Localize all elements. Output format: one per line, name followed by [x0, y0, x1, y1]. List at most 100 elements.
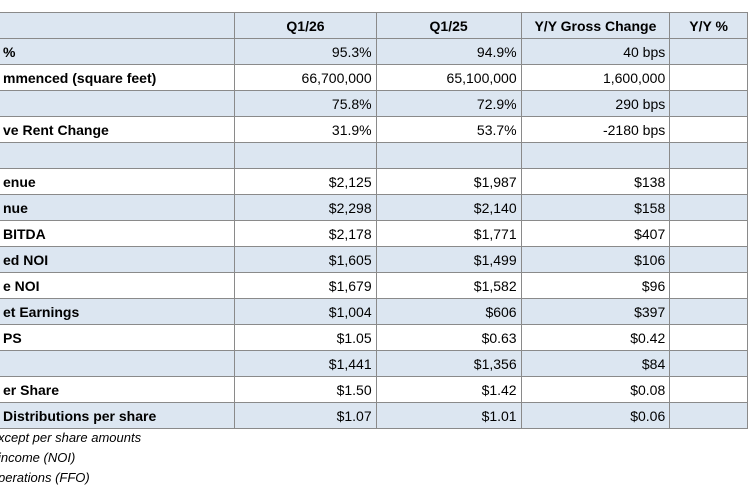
table-row: et Earnings $1,004 $606 $397: [0, 298, 748, 325]
row-label: e NOI: [0, 272, 236, 299]
cell: $1,004: [234, 298, 377, 325]
table-row: BITDA $2,178 $1,771 $407: [0, 220, 748, 247]
cell: 66,700,000: [234, 64, 377, 91]
corner-cell: [0, 12, 236, 39]
row-label: [0, 350, 236, 377]
table-row: er Share $1.50 $1.42 $0.08: [0, 376, 748, 403]
cell: [669, 64, 748, 91]
cell: [669, 402, 748, 429]
row-label: enue: [0, 168, 236, 195]
cell: 75.8%: [234, 90, 377, 117]
cell: $606: [375, 298, 522, 325]
row-label: et Earnings: [0, 298, 236, 325]
cell: [669, 376, 748, 403]
cell: $1,679: [234, 272, 377, 299]
data-table: Q1/26 Q1/25 Y/Y Gross Change Y/Y % % 95.3% 94…: [0, 12, 748, 429]
footnote: xcept per share amounts: [0, 430, 142, 445]
cell: 94.9%: [375, 38, 522, 65]
cell: $0.08: [520, 376, 671, 403]
cell: [669, 116, 748, 143]
cell: $158: [520, 194, 671, 221]
cell: [669, 246, 748, 273]
column-header: Y/Y %: [669, 12, 748, 39]
cell: $2,140: [375, 194, 522, 221]
cell: $106: [520, 246, 671, 273]
cell: $1,605: [234, 246, 377, 273]
footnote: income (NOI): [0, 450, 76, 465]
cell: $1.05: [234, 324, 377, 351]
table-row: % 95.3% 94.9% 40 bps: [0, 38, 748, 65]
cell: 53.7%: [375, 116, 522, 143]
column-header: Q1/26: [234, 12, 377, 39]
table-row: Distributions per share $1.07 $1.01 $0.06: [0, 402, 748, 429]
cell: [669, 272, 748, 299]
column-header: Y/Y Gross Change: [520, 12, 671, 39]
table-row: nue $2,298 $2,140 $158: [0, 194, 748, 221]
cell: [669, 90, 748, 117]
row-label: [0, 90, 236, 117]
row-label: nue: [0, 194, 236, 221]
table-row: e NOI $1,679 $1,582 $96: [0, 272, 748, 299]
cell: $0.06: [520, 402, 671, 429]
cell: $2,178: [234, 220, 377, 247]
table-row: $1,441 $1,356 $84: [0, 350, 748, 377]
cell: $407: [520, 220, 671, 247]
cell: 72.9%: [375, 90, 522, 117]
table-row: ve Rent Change 31.9% 53.7% -2180 bps: [0, 116, 748, 143]
row-label: er Share: [0, 376, 236, 403]
cell: [520, 142, 671, 169]
cell: [669, 220, 748, 247]
row-label: [0, 142, 236, 169]
cell: [669, 350, 748, 377]
cell: [669, 194, 748, 221]
cell: [669, 142, 748, 169]
row-label: ve Rent Change: [0, 116, 236, 143]
cell: [375, 142, 522, 169]
row-label: ed NOI: [0, 246, 236, 273]
footnote: perations (FFO): [0, 470, 90, 485]
cell: [669, 298, 748, 325]
cell: $2,125: [234, 168, 377, 195]
table-row: PS $1.05 $0.63 $0.42: [0, 324, 748, 351]
cell: -2180 bps: [520, 116, 671, 143]
column-header: Q1/25: [375, 12, 522, 39]
cell: $138: [520, 168, 671, 195]
cell: $1.50: [234, 376, 377, 403]
cell: $397: [520, 298, 671, 325]
table-row: enue $2,125 $1,987 $138: [0, 168, 748, 195]
cell: [669, 324, 748, 351]
cell: 65,100,000: [375, 64, 522, 91]
cell: 40 bps: [520, 38, 671, 65]
cell: $1,356: [375, 350, 522, 377]
row-label: PS: [0, 324, 236, 351]
cell: $96: [520, 272, 671, 299]
cell: $1,499: [375, 246, 522, 273]
cell: [669, 38, 748, 65]
table-row: mmenced (square feet) 66,700,000 65,100,00…: [0, 64, 748, 91]
cell: $1,771: [375, 220, 522, 247]
table-row: [0, 142, 748, 169]
table-row: ed NOI $1,605 $1,499 $106: [0, 246, 748, 273]
cell: 95.3%: [234, 38, 377, 65]
cell: $1.07: [234, 402, 377, 429]
cell: $1,987: [375, 168, 522, 195]
cell: $1.01: [375, 402, 522, 429]
cell: 290 bps: [520, 90, 671, 117]
cell: [234, 142, 377, 169]
cell: $1,441: [234, 350, 377, 377]
row-label: Distributions per share: [0, 402, 236, 429]
cell: $1,582: [375, 272, 522, 299]
header-row: Q1/26 Q1/25 Y/Y Gross Change Y/Y %: [0, 12, 748, 39]
row-label: BITDA: [0, 220, 236, 247]
row-label: mmenced (square feet): [0, 64, 236, 91]
footnotes: xcept per share amounts income (NOI) perat…: [0, 428, 141, 488]
cell: 1,600,000: [520, 64, 671, 91]
cell: $0.63: [375, 324, 522, 351]
cell: $0.42: [520, 324, 671, 351]
cell: 31.9%: [234, 116, 377, 143]
cell: $2,298: [234, 194, 377, 221]
cell: $84: [520, 350, 671, 377]
row-label: %: [0, 38, 236, 65]
cell: [669, 168, 748, 195]
